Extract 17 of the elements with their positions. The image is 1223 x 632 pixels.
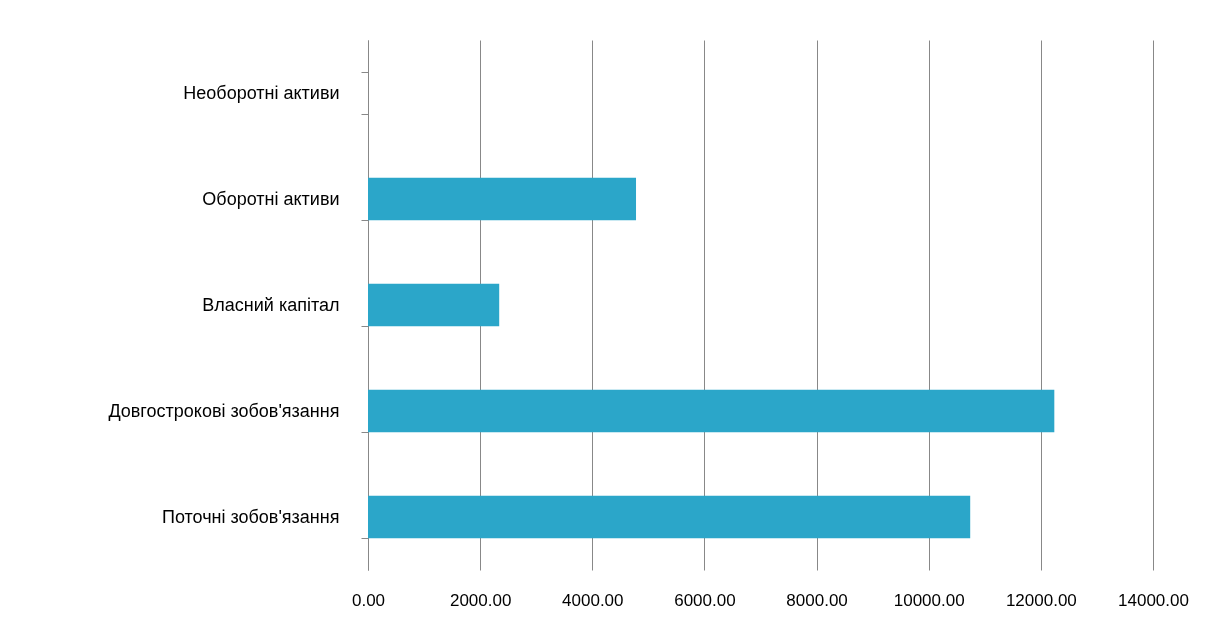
x-tick-label: 10000.00 [893,590,965,610]
bar [368,177,637,221]
y-tick-label: Поточні зобов'язання [161,506,340,527]
bar [368,495,971,539]
x-tick-label: 4000.00 [562,590,624,610]
x-tick-label: 8000.00 [786,590,848,610]
y-tick-label: Необоротні активи [183,82,340,103]
y-tick-label: Власний капітал [202,294,340,315]
x-tick-label: 14000.00 [1118,590,1189,610]
bar [368,283,500,327]
y-tick-label: Довгострокові зобов'язання [108,400,340,421]
y-tick-label: Оборотні активи [202,188,340,209]
x-tick-label: 0.00 [351,590,386,610]
x-tick-label: 6000.00 [674,590,736,610]
x-tick-label: 12000.00 [1005,590,1077,610]
bar [368,389,1055,433]
x-tick-label: 2000.00 [449,590,512,610]
